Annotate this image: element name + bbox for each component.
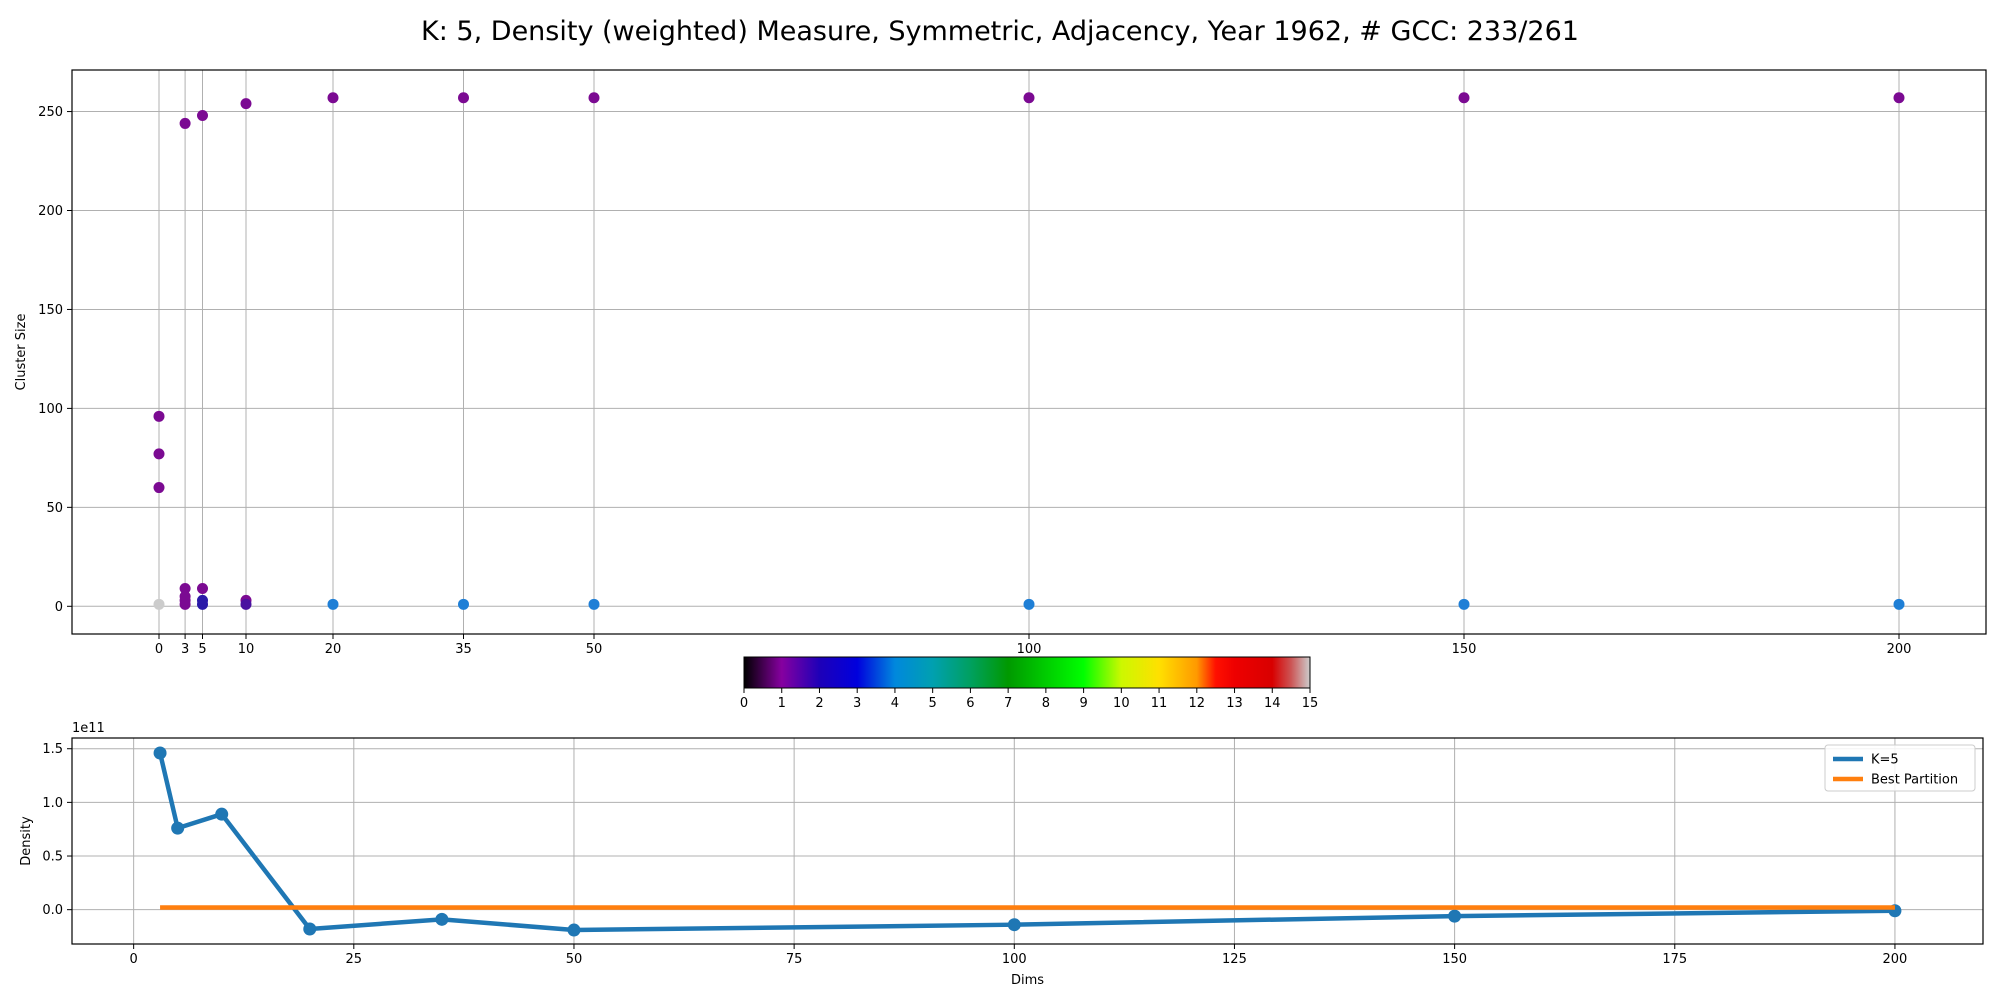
x-tick-label: 200 [1887, 642, 1912, 657]
x-tick-label: 50 [566, 952, 583, 967]
y-axis-label: Density [19, 816, 34, 866]
x-tick-label: 35 [455, 642, 472, 657]
chart-title: K: 5, Density (weighted) Measure, Symmet… [421, 16, 1579, 47]
scatter-point [1023, 92, 1035, 104]
colorbar-tick-label: 10 [1113, 696, 1130, 711]
colorbar-tick-label: 2 [815, 696, 823, 711]
scatter-point [197, 598, 208, 610]
x-tick-label: 75 [786, 952, 803, 967]
scatter-point [179, 598, 191, 610]
y-tick-label: 200 [38, 204, 63, 219]
y-tick-label: 0.0 [42, 903, 63, 918]
x-tick-label: 5 [198, 642, 206, 657]
series-marker [153, 746, 167, 760]
scatter-point [153, 598, 165, 610]
y-tick-label: 0.5 [42, 850, 63, 865]
x-tick-label: 50 [586, 642, 603, 657]
x-tick-label: 10 [238, 642, 255, 657]
colorbar-tick-label: 1 [778, 696, 786, 711]
series-line [157, 752, 1895, 933]
y-tick-label: 1.0 [42, 796, 63, 811]
colorbar-tick-label: 4 [891, 696, 899, 711]
series-marker [215, 807, 229, 821]
y-axis-label: Cluster Size [14, 314, 29, 391]
scatter-point [1458, 598, 1470, 610]
x-tick-label: 100 [1002, 952, 1027, 967]
series-marker [303, 922, 317, 936]
scatter-point [458, 92, 469, 104]
y-scale-label: 1e11 [72, 721, 105, 736]
x-tick-label: 0 [155, 642, 163, 657]
colorbar-bar [743, 656, 1311, 689]
y-tick-label: 0 [55, 600, 63, 615]
colorbar-tick-label: 14 [1264, 696, 1281, 711]
x-tick-label: 25 [346, 952, 363, 967]
scatter-point [197, 110, 208, 122]
colorbar: 0 1 2 3 4 5 6 7 8 9 10 11 12 13 14 15 [740, 656, 1319, 711]
colorbar-tick-label: 5 [929, 696, 937, 711]
series-marker [171, 821, 185, 835]
colorbar-tick-label: 15 [1302, 696, 1319, 711]
legend-label: K=5 [1871, 753, 1899, 768]
x-tick-label: 150 [1442, 952, 1467, 967]
y-tick-label: 150 [38, 303, 63, 318]
scatter-point [153, 410, 165, 422]
x-tick-label: 0 [130, 952, 138, 967]
scatter-point [153, 448, 165, 460]
y-tick-label: 1.5 [42, 742, 63, 757]
cluster-size-scatter-plot: 0 3 5 10 20 35 50 100 150 200 0 50 100 150 200 250 Clust… [14, 69, 1987, 657]
density-line-plot: 0 25 50 75 100 125 150 175 200 0.0 0.5 1.0 1.5 1e11 Di… [19, 721, 1984, 988]
scatter-point [197, 582, 208, 594]
scatter-point [327, 92, 339, 104]
colorbar-tick-label: 0 [740, 696, 748, 711]
scatter-point [240, 98, 252, 110]
series-marker [1007, 918, 1021, 932]
series-marker [435, 912, 449, 926]
scatter-point [1023, 598, 1035, 610]
scatter-point [179, 117, 191, 129]
scatter-point [588, 598, 600, 610]
colorbar-tick-label: 11 [1151, 696, 1168, 711]
plot-frame [71, 69, 1987, 635]
scatter-point [327, 598, 339, 610]
scatter-point [179, 582, 191, 594]
x-tick-label: 20 [325, 642, 342, 657]
y-tick-label: 100 [38, 402, 63, 417]
plot-frame [71, 737, 1984, 945]
x-tick-label: 150 [1452, 642, 1477, 657]
x-tick-label: 175 [1662, 952, 1687, 967]
colorbar-tick-label: 13 [1226, 696, 1243, 711]
legend-label: Best Partition [1871, 773, 1958, 788]
y-tick-label: 50 [46, 501, 63, 516]
scatter-point [588, 92, 600, 104]
scatter-point [1458, 92, 1470, 104]
x-tick-label: 3 [181, 642, 189, 657]
y-tick-label: 250 [38, 105, 63, 120]
series-marker [567, 923, 581, 937]
x-axis-label: Dims [1011, 973, 1044, 988]
scatter-point [458, 598, 469, 610]
scatter-point [240, 598, 252, 610]
colorbar-tick-label: 9 [1079, 696, 1087, 711]
x-tick-label: 125 [1222, 952, 1247, 967]
colorbar-tick-label: 6 [966, 696, 974, 711]
colorbar-tick-label: 12 [1189, 696, 1206, 711]
scatter-point [1893, 598, 1905, 610]
scatter-point [153, 482, 165, 494]
series-marker [1448, 909, 1462, 923]
colorbar-tick-label: 3 [853, 696, 861, 711]
colorbar-tick-label: 8 [1042, 696, 1050, 711]
x-tick-label: 200 [1883, 952, 1908, 967]
colorbar-tick-label: 7 [1004, 696, 1012, 711]
x-tick-label: 100 [1017, 642, 1042, 657]
scatter-point [1893, 92, 1905, 104]
